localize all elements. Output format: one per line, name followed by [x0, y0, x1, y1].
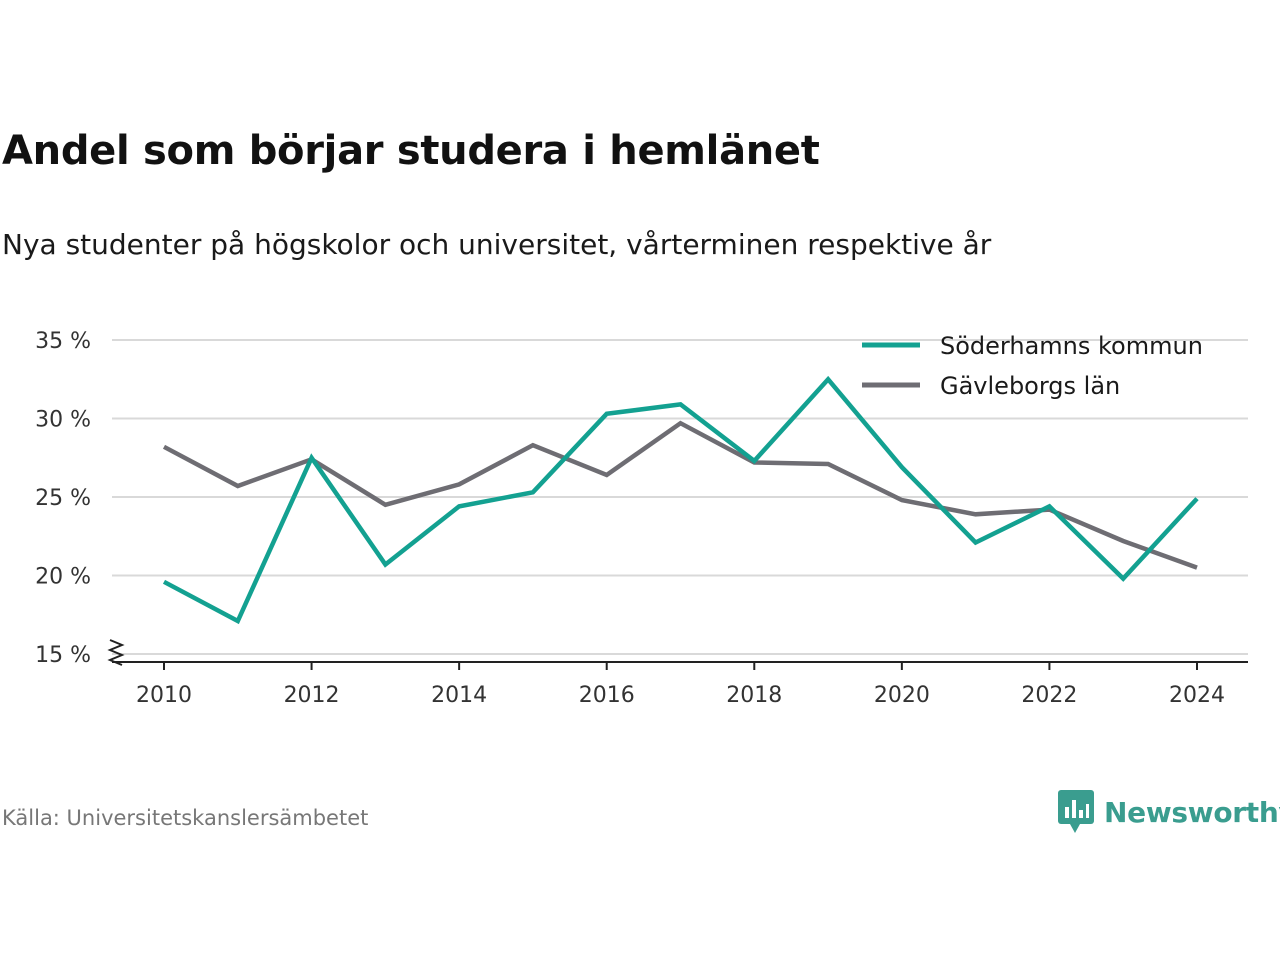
series-lines: [162, 375, 1199, 625]
newsworthy-logo-icon: [1058, 790, 1094, 833]
y-tick-label: 25 %: [35, 486, 91, 511]
x-tick-label: 2014: [431, 683, 487, 708]
legend-label-0: Söderhamns kommun: [940, 332, 1203, 360]
y-tick-label: 30 %: [35, 408, 91, 433]
x-tick-label: 2024: [1169, 683, 1225, 708]
line-chart: 15 % 20 % 25 % 30 % 35 % 2010 2012 2014 2016 2018…: [35, 329, 1248, 708]
brand-logo: Newsworthy: [1058, 790, 1280, 834]
series-line-0: [162, 375, 1199, 625]
chart-subtitle: Nya studenter på högskolor och universit…: [2, 228, 992, 261]
y-tick-label: 15 %: [35, 643, 91, 668]
y-tick-label: 35 %: [35, 329, 91, 354]
source-note: Källa: Universitetskanslersämbetet: [2, 806, 369, 830]
series-line-1: [162, 420, 1198, 570]
axes: 15 % 20 % 25 % 30 % 35 % 2010 2012 2014 2016 2018…: [35, 329, 1248, 708]
y-tick-label: 20 %: [35, 565, 91, 590]
x-tick-label: 2010: [136, 683, 192, 708]
legend-label-1: Gävleborgs län: [940, 372, 1120, 400]
x-tick-label: 2012: [284, 683, 340, 708]
x-tick-label: 2020: [874, 683, 930, 708]
chart-title: Andel som börjar studera i hemlänet: [2, 128, 820, 174]
gridlines: [112, 339, 1248, 655]
x-tick-label: 2018: [726, 683, 782, 708]
legend: Söderhamns kommun Gävleborgs län: [862, 332, 1203, 400]
brand-name: Newsworthy: [1104, 795, 1280, 829]
x-tick-label: 2022: [1021, 683, 1077, 708]
x-tick-label: 2016: [579, 683, 635, 708]
axis-break-icon: [107, 639, 125, 666]
